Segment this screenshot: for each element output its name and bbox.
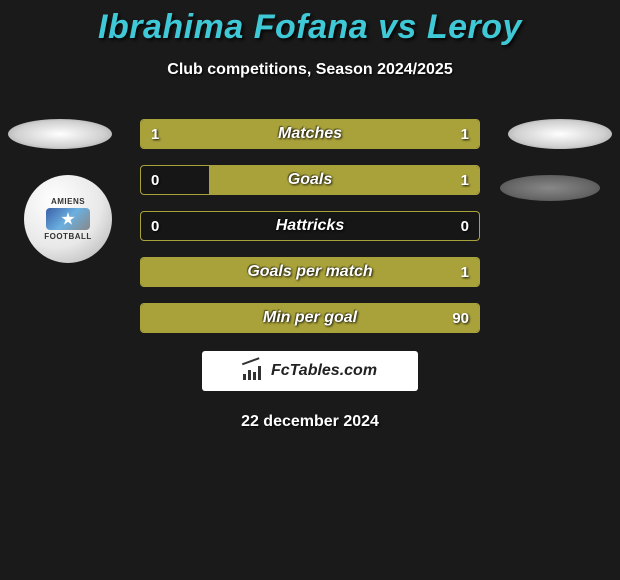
team-left-logo-graphic (46, 208, 90, 230)
chart-area: AMIENS FOOTBALL 11Matches 01Goals 0 0Hattri… (0, 119, 620, 333)
snapshot-date: 22 december 2024 (0, 413, 620, 431)
team-left-logo-bottom-text: FOOTBALL (44, 232, 92, 241)
stat-row: 01Goals (140, 165, 480, 195)
bar-fill-right (310, 120, 479, 148)
stat-value-right: 0 (461, 212, 469, 240)
bar-fill-right (209, 166, 479, 194)
footer-brand-box: FcTables.com (202, 351, 418, 391)
bar-fill-right (141, 304, 479, 332)
team-left-logo-top-text: AMIENS (51, 197, 85, 206)
bar-fill-left (141, 166, 209, 194)
bar-fill-left (141, 120, 310, 148)
bar-chart-icon (243, 362, 265, 380)
comparison-subtitle: Club competitions, Season 2024/2025 (0, 61, 620, 79)
stat-row: 0 0Hattricks (140, 211, 480, 241)
stat-label: Hattricks (141, 212, 479, 240)
stat-row: 11Matches (140, 119, 480, 149)
player-left-badge-placeholder (8, 119, 112, 149)
stat-row: 1Goals per match (140, 257, 480, 287)
stat-row: 90Min per goal (140, 303, 480, 333)
stat-value-left: 0 (151, 212, 159, 240)
team-right-badge-placeholder (500, 175, 600, 201)
player-right-badge-placeholder (508, 119, 612, 149)
comparison-title: Ibrahima Fofana vs Leroy (0, 0, 620, 47)
bar-fill-right (141, 258, 479, 286)
footer-brand-text: FcTables.com (271, 362, 377, 380)
team-left-logo: AMIENS FOOTBALL (24, 175, 112, 263)
bars-container: 11Matches 01Goals 0 0Hattricks 1Goals per ma… (140, 119, 480, 333)
